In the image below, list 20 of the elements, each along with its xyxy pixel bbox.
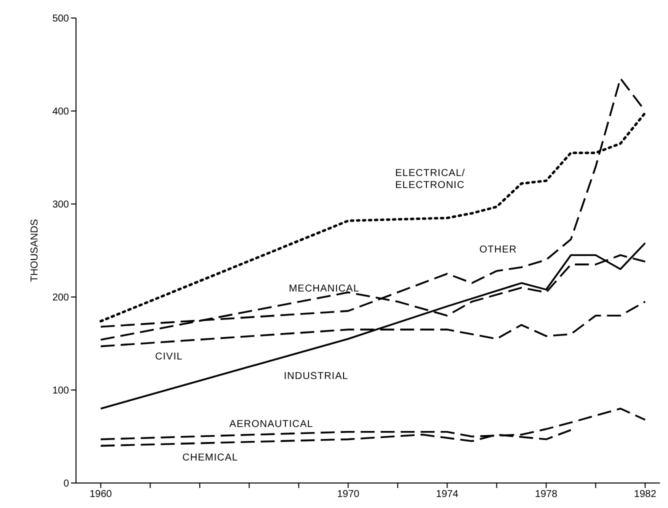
y-tick-label: 300 [52, 200, 70, 211]
x-tick-label: 1960 [90, 489, 112, 500]
series-label: CHEMICAL [182, 452, 238, 464]
y-tick-label: 0 [63, 478, 70, 490]
series-label: INDUSTRIAL [284, 370, 348, 382]
x-tick-label: 1982 [634, 489, 657, 500]
x-tick-label: 1978 [535, 489, 558, 500]
series-label: AERONAUTICAL [229, 419, 314, 430]
series-label: CIVIL [155, 351, 183, 362]
x-tick-label: 1974 [436, 489, 459, 500]
y-tick-label: 500 [52, 14, 70, 25]
y-tick-label: 200 [52, 292, 70, 304]
y-tick-label: 400 [52, 106, 70, 118]
y-tick-label: 100 [52, 386, 70, 397]
text: ELECTRICAL/ ELECTRONIC [395, 168, 466, 192]
y-axis-title: THOUSANDS [30, 218, 41, 282]
series-label: MECHANICAL [288, 283, 360, 294]
line-series [100, 242, 646, 410]
series-label: OTHER [479, 244, 517, 256]
x-tick-label: 1970 [337, 489, 360, 500]
